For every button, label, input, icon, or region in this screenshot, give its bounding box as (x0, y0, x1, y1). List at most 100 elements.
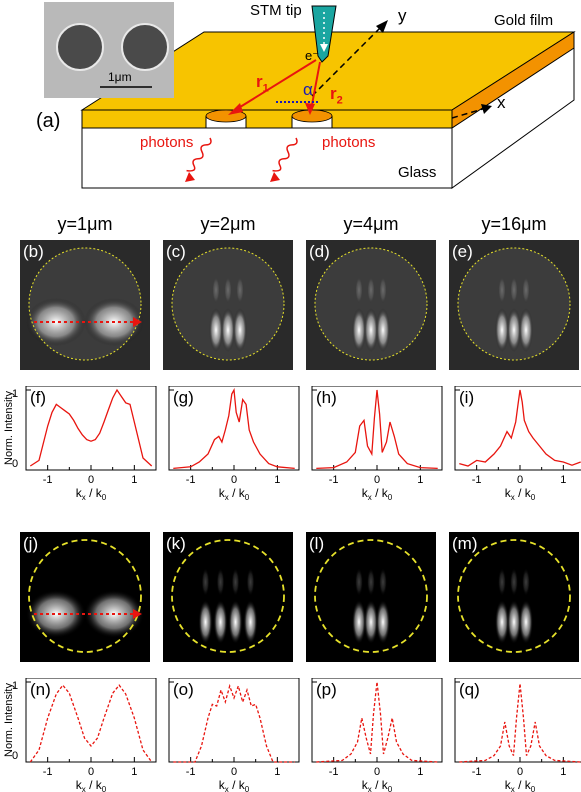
panel-label: (q) (459, 680, 480, 699)
x-tick-label: 0 (88, 474, 94, 486)
panel-label-a: (a) (36, 110, 61, 132)
x-tick-label: 1 (560, 766, 566, 778)
k0-circle (457, 247, 571, 361)
panel-label: (g) (173, 388, 194, 407)
panel-label: (l) (309, 534, 325, 553)
k0-circle (171, 539, 285, 653)
r2-label: r2 (330, 84, 343, 107)
x-tick-label: -1 (186, 766, 196, 778)
x-axis-label: kx / k0 (76, 486, 107, 500)
y-axis-arrow (311, 23, 385, 97)
panel-label: (n) (30, 680, 51, 699)
x-tick-label: 1 (560, 474, 566, 486)
exp-image-c (163, 240, 293, 370)
panel-label: (o) (173, 680, 194, 699)
x-axis-label: kx / k0 (362, 486, 393, 500)
x-tick-label: 1 (417, 474, 423, 486)
r1-label: r1 (256, 72, 269, 95)
x-axis-arrow (451, 107, 487, 119)
y-axis-label: y (398, 6, 407, 25)
exp-image-e (449, 240, 579, 370)
panel-label: (e) (452, 242, 473, 261)
x-axis-label: kx / k0 (219, 486, 250, 500)
plot-frame (311, 678, 443, 763)
x-axis-label: x (497, 93, 506, 112)
scale-bar-label: 1μm (108, 70, 132, 84)
photon-wave-right (272, 137, 298, 172)
y-tick-label: 0 (12, 750, 19, 762)
x-tick-label: 1 (131, 766, 137, 778)
x-tick-label: -1 (43, 766, 53, 778)
column-header-3: y=4μm (343, 214, 399, 234)
x-tick-label: 0 (374, 766, 380, 778)
y-tick-label: 0 (12, 458, 19, 470)
profile-line (316, 389, 438, 470)
x-tick-label: -1 (472, 766, 482, 778)
panel-label: (i) (459, 388, 475, 407)
x-axis-label: kx / k0 (505, 486, 536, 500)
y-tick-label: 1 (12, 388, 19, 400)
profile-line (173, 683, 295, 763)
k0-circle (171, 247, 285, 361)
x-tick-label: 0 (231, 474, 237, 486)
stm-tip-label: STM tip (250, 2, 302, 19)
x-tick-label: -1 (43, 474, 53, 486)
gold-film-side (451, 31, 575, 129)
glass-label: Glass (398, 164, 437, 181)
sim-image-k (163, 532, 293, 662)
sem-inset (44, 2, 174, 98)
x-tick-label: -1 (186, 474, 196, 486)
k0-circle (314, 539, 428, 653)
x-tick-label: 0 (88, 766, 94, 778)
k0-circle (28, 247, 142, 361)
panel-label: (f) (30, 388, 47, 407)
x-tick-label: -1 (472, 474, 482, 486)
x-tick-label: 1 (274, 766, 280, 778)
r1-vector (231, 59, 317, 113)
exp-image-d (306, 240, 436, 370)
photon-wave-left (186, 137, 212, 172)
panel-label: (c) (166, 242, 186, 261)
profile-chart-i: -1 0 1 kx / k0 (454, 386, 581, 500)
panel-label: (b) (23, 242, 44, 261)
profile-line (29, 684, 153, 763)
glass-front (81, 127, 453, 189)
column-header-2: y=2μm (200, 214, 256, 234)
panel-label: (d) (309, 242, 330, 261)
y-tick-label: 1 (12, 680, 19, 692)
profile-line (459, 389, 581, 467)
profile-line (173, 387, 295, 470)
sim-image-j (20, 532, 150, 662)
panel-label: (h) (316, 388, 337, 407)
column-header-4: y=16μm (481, 214, 547, 234)
electron-label: e⁻ (305, 48, 320, 63)
gold-film-label: Gold film (494, 12, 554, 29)
profile-chart-o: -1 0 1 kx / k0 (168, 678, 300, 792)
x-tick-label: -1 (329, 766, 339, 778)
panel-label: (p) (316, 680, 337, 699)
sim-image-l (306, 532, 436, 662)
exp-image-b (20, 240, 150, 370)
x-tick-label: 1 (131, 474, 137, 486)
profile-line (316, 681, 438, 763)
sim-image-m (449, 532, 579, 662)
x-tick-label: 0 (374, 474, 380, 486)
x-tick-label: 0 (517, 474, 523, 486)
profile-chart-g: -1 0 1 kx / k0 (168, 386, 300, 500)
x-axis-label: kx / k0 (505, 778, 536, 792)
plot-frame (311, 386, 443, 471)
panel-label: (j) (23, 534, 39, 553)
x-tick-label: -1 (329, 474, 339, 486)
plot-frame (454, 678, 581, 763)
x-axis-label: kx / k0 (362, 778, 393, 792)
profile-chart-h: -1 0 1 kx / k0 (311, 386, 443, 500)
column-header-1: y=1μm (57, 214, 113, 234)
gold-film-front (81, 109, 453, 129)
x-axis-label: kx / k0 (76, 778, 107, 792)
x-axis-label: kx / k0 (219, 778, 250, 792)
plot-frame (168, 386, 300, 471)
schematic-figure (44, 2, 576, 189)
profile-chart-f: -1 0 1 kx / k0 (25, 386, 157, 500)
panel-label: (m) (452, 534, 478, 553)
alpha-label: α (303, 80, 313, 99)
